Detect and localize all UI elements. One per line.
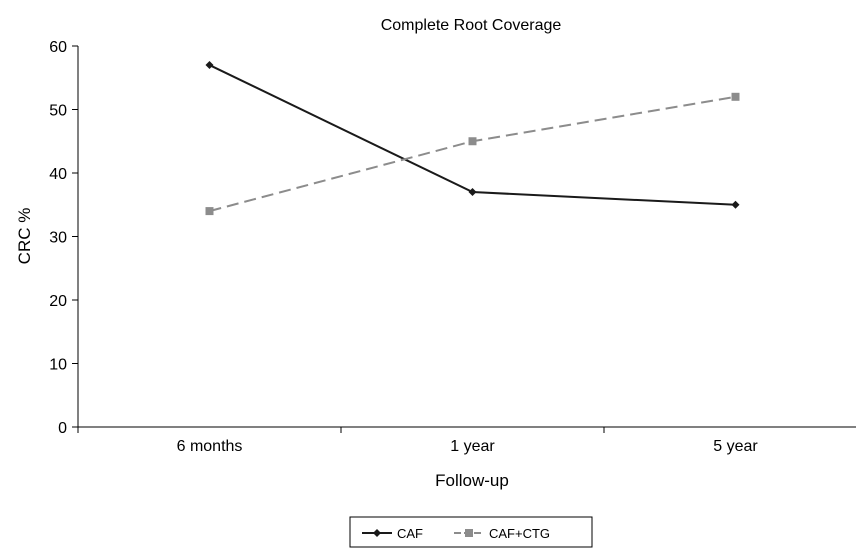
x-tick-label: 1 year [450, 438, 495, 455]
data-point [731, 92, 740, 101]
y-tick-label: 20 [49, 293, 67, 310]
y-tick-label: 50 [49, 103, 67, 120]
y-tick-label: 60 [49, 39, 67, 56]
data-point [731, 200, 740, 209]
legend-label: CAF [397, 526, 423, 541]
chart-title: Complete Root Coverage [381, 17, 562, 34]
legend-swatch-marker [465, 529, 473, 537]
series-layer [205, 61, 740, 216]
x-axis-ticks: 6 months 1 year 5 year [77, 427, 758, 455]
y-axis-label: CRC % [15, 208, 34, 265]
data-point [468, 137, 477, 146]
x-tick-label: 5 year [713, 438, 758, 455]
data-point [205, 207, 214, 216]
y-tick-label: 30 [49, 230, 67, 247]
series-line [209, 64, 736, 206]
plot-area [77, 46, 856, 428]
y-tick-label: 40 [49, 166, 67, 183]
series-caf-ctg [205, 92, 740, 216]
legend-swatch-marker [373, 529, 381, 537]
data-point [205, 61, 214, 70]
y-tick-label: 0 [58, 420, 67, 437]
series-caf [205, 61, 740, 209]
data-point [468, 188, 477, 197]
x-tick-label: 6 months [177, 438, 243, 455]
x-axis-label: Follow-up [435, 471, 509, 490]
legend: CAF CAF+CTG [349, 516, 593, 548]
legend-items: CAF CAF+CTG [362, 526, 550, 541]
y-axis-ticks: 0 10 20 30 40 50 60 [49, 39, 78, 437]
legend-label: CAF+CTG [489, 526, 550, 541]
y-tick-label: 10 [49, 357, 67, 374]
